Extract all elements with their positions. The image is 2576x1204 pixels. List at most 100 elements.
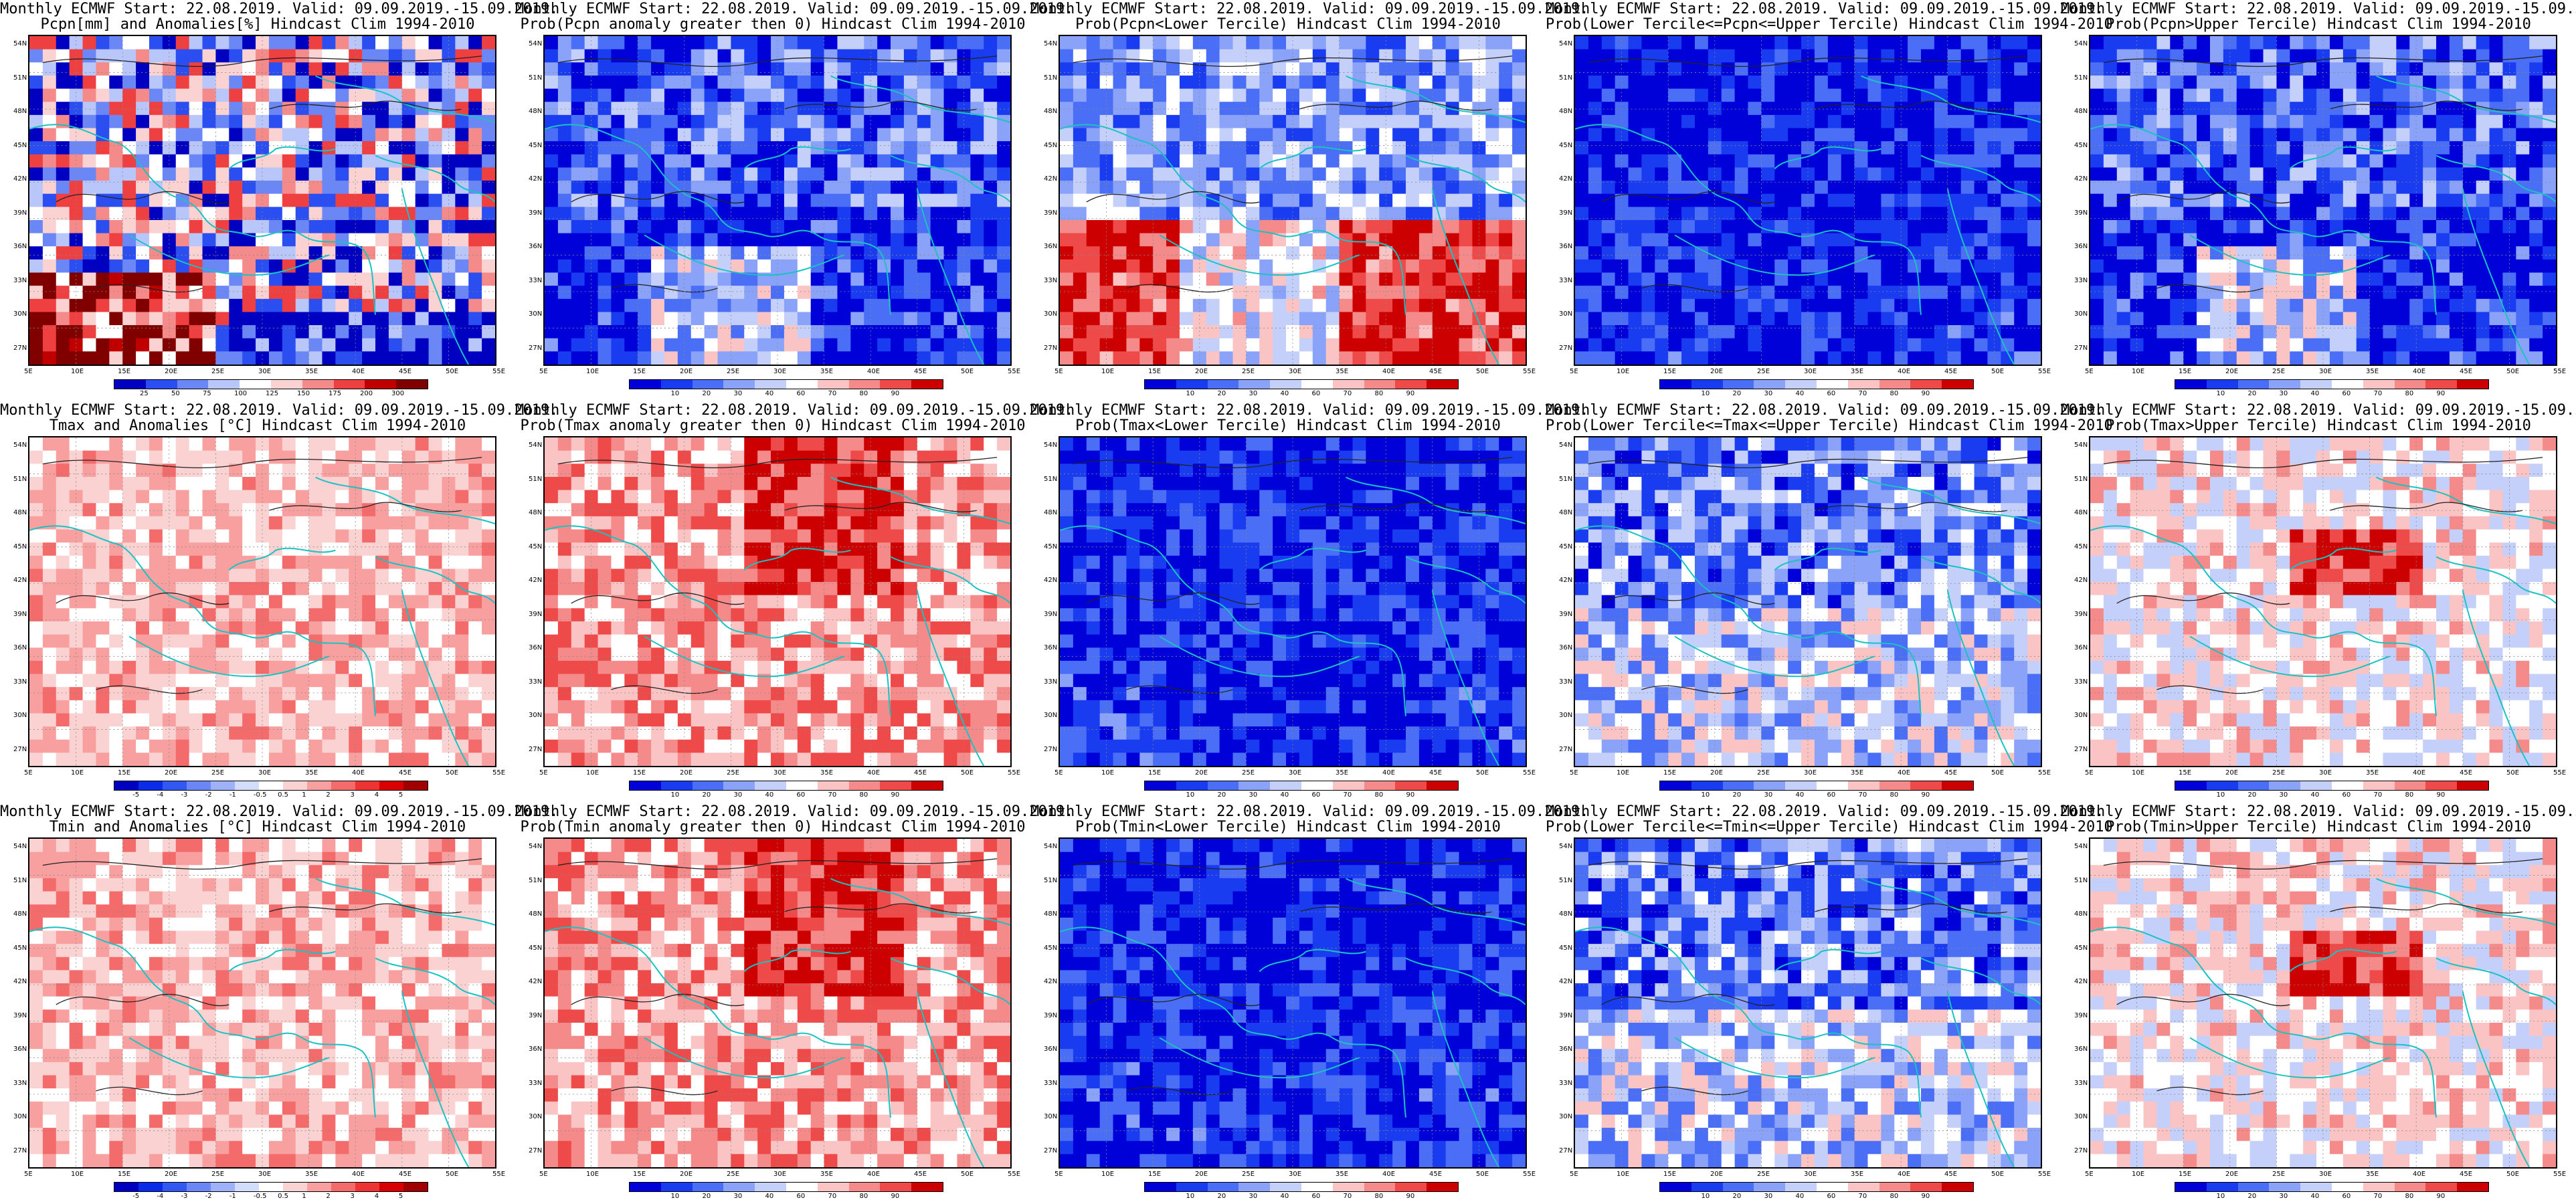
field-cell [2223,167,2237,181]
field-cell [149,141,163,155]
field-cell [2316,338,2330,352]
field-cell [428,207,443,221]
colorbar-cell [1847,380,1879,389]
field-cell [2130,167,2144,181]
field-cell [1947,246,1962,260]
field-cell [2383,233,2397,247]
field-cell [1641,88,1655,102]
lon-label: 10E [71,368,84,375]
field-cell [731,167,745,181]
field-cell [242,351,256,365]
field-cell [2090,219,2104,234]
field-cell [664,36,678,50]
colorbar [2175,379,2489,389]
field-cell [1325,193,1340,207]
map-frame [28,436,496,767]
field-cell [69,207,84,221]
field-cell [1232,181,1247,195]
field-cell [2423,193,2437,207]
field-cell [1179,286,1194,300]
field-cell [2001,219,2015,234]
field-cell [1418,325,1433,339]
field-cell [1219,141,1234,155]
field-cell [1867,154,1881,168]
field-cell [611,141,625,155]
field-cell [1575,75,1589,90]
colorbar-cell [1332,380,1364,389]
field-cell [349,286,363,300]
field-cell [69,476,84,491]
field-cell [2027,272,2041,286]
field-cell [2183,259,2197,274]
field-cell [388,338,403,352]
field-cell [1814,88,1829,102]
field-cell [584,219,599,234]
field-cell [256,476,270,491]
field-cell [1748,49,1762,63]
field-cell [69,338,84,352]
lat-label: 36N [2074,243,2088,251]
field-cell [1921,49,1935,63]
field-cell [2543,62,2556,76]
field-cell [2516,259,2530,274]
field-cell [2529,312,2543,326]
field-cell [215,464,229,478]
field-cell [268,312,283,326]
field-cell [1113,298,1127,313]
colorbar-cell [2331,380,2363,389]
field-cell [664,312,678,326]
field-cell [2423,298,2437,313]
field-cell [1099,338,1114,352]
field-cell [2236,207,2251,221]
field-cell [957,128,971,142]
field-cell [1392,233,1406,247]
field-cell [1668,325,1682,339]
field-cell [1246,181,1260,195]
field-cell [1166,128,1180,142]
field-cell [1192,128,1207,142]
field-cell [664,207,678,221]
field-cell [744,312,758,326]
field-cell [96,259,110,274]
field-cell [96,437,110,452]
field-cell [850,193,864,207]
field-cell [2263,272,2277,286]
field-cell [1060,193,1074,207]
field-cell [597,88,612,102]
field-cell [96,312,110,326]
field-cell [229,102,243,116]
field-cell [455,516,469,530]
field-cell [1974,233,1989,247]
field-cell [2130,351,2144,365]
field-cell [2263,167,2277,181]
field-cell [1827,259,1842,274]
field-cell [891,36,905,50]
field-cell [1814,114,1829,129]
field-cell [322,490,336,504]
coastline [1920,155,2041,203]
field-cell [1166,141,1180,155]
field-cell [1299,181,1313,195]
field-cell [1179,36,1194,50]
field-cell [1615,167,1629,181]
field-cell [2103,338,2118,352]
field-cell [1575,272,1589,286]
field-cell [1445,36,1460,50]
field-cell [1432,219,1447,234]
field-cell [584,167,599,181]
field-cell [1694,181,1709,195]
field-cell [651,62,665,76]
lon-label: 50E [1476,368,1489,375]
field-cell [282,286,296,300]
field-cell [2090,298,2104,313]
field-cell [2103,193,2118,207]
field-cell [256,88,270,102]
field-cell [42,325,57,339]
field-cell [375,36,389,50]
lon-label: 50E [961,368,974,375]
field-cell [903,75,918,90]
field-cell [2103,219,2118,234]
field-cell [282,338,296,352]
field-cell [1987,114,2001,129]
field-cell [136,193,150,207]
